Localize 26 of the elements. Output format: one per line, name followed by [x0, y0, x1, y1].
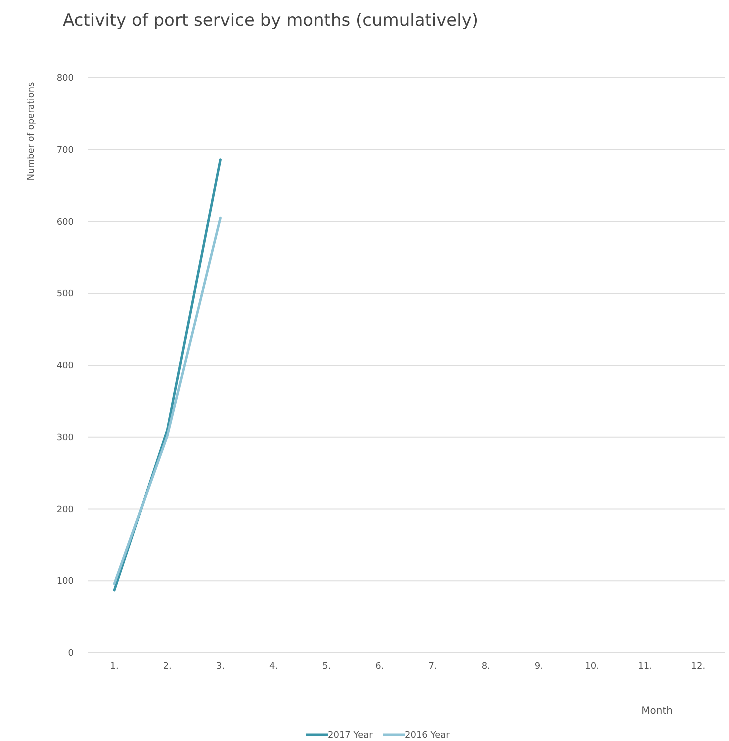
- y-tick-label: 700: [56, 146, 74, 156]
- y-tick-label: 0: [68, 649, 74, 659]
- x-tick-label: 9.: [534, 662, 544, 672]
- x-tick-label: 1.: [110, 662, 119, 672]
- x-tick-label: 10.: [585, 662, 600, 672]
- x-tick-label: 5.: [322, 662, 332, 672]
- x-tick-label: 11.: [638, 662, 653, 672]
- x-tick-label: 7.: [428, 662, 438, 672]
- y-tick-label: 300: [56, 433, 74, 444]
- y-tick-label: 200: [56, 505, 74, 516]
- y-tick-label: 400: [56, 362, 74, 372]
- y-tick-label: 500: [56, 290, 74, 300]
- x-tick-label: 3.: [216, 662, 226, 672]
- y-axis-title: Number of operations: [27, 82, 37, 181]
- legend-label: 2017 Year: [328, 731, 374, 741]
- x-tick-label: 2.: [163, 662, 172, 672]
- y-tick-label: 800: [56, 74, 74, 84]
- y-tick-label: 100: [56, 577, 74, 588]
- y-tick-label: 600: [56, 218, 74, 228]
- legend-label: 2016 Year: [405, 731, 450, 741]
- x-axis-title: Month: [642, 706, 673, 717]
- x-tick-label: 8.: [482, 662, 490, 672]
- x-tick-label: 12.: [691, 662, 706, 672]
- x-tick-label: 6.: [376, 662, 384, 672]
- x-tick-label: 4.: [269, 662, 278, 672]
- chart-title: Activity of port service by months (cumulatively): [63, 11, 479, 31]
